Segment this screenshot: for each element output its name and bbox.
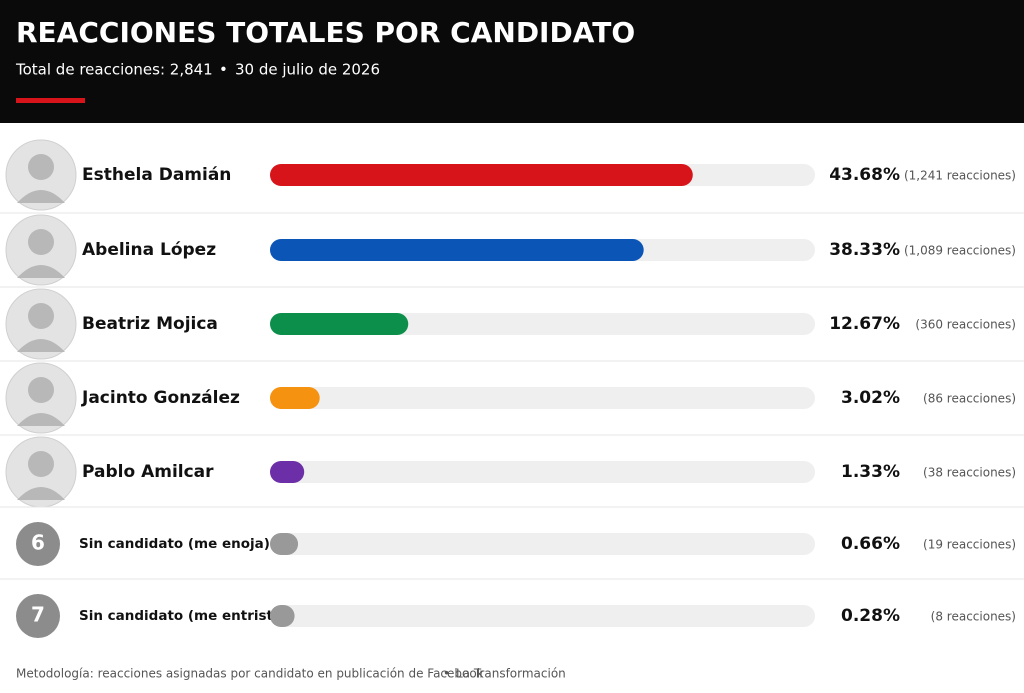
count-label: (8 reacciones) — [931, 610, 1016, 624]
avatar-body — [17, 487, 65, 500]
count-label: (19 reacciones) — [923, 538, 1016, 552]
value-label: 12.67% — [829, 314, 900, 334]
rank-label: 6 — [31, 531, 45, 555]
rank-badge — [16, 522, 60, 566]
bar-track — [270, 533, 815, 555]
value-label: 3.02% — [841, 388, 900, 408]
header-bg — [0, 0, 1024, 123]
category-label: Esthela Damián — [82, 165, 231, 185]
category-label: Beatriz Mojica — [82, 314, 218, 334]
value-label: 38.33% — [829, 240, 900, 260]
separator-dot: • — [219, 61, 228, 79]
count-label: (1,241 reacciones) — [904, 169, 1016, 183]
footer-dot: • — [443, 667, 450, 681]
avatar-head — [28, 377, 54, 403]
value-label: 0.28% — [841, 606, 900, 626]
bar-track — [270, 605, 815, 627]
avatar-body — [17, 265, 65, 278]
category-label: Jacinto González — [81, 388, 240, 408]
bar — [270, 461, 305, 483]
bar — [270, 239, 644, 261]
footer-source: La Transformación — [456, 667, 566, 681]
rank-label: 7 — [31, 603, 45, 627]
count-label: (38 reacciones) — [923, 466, 1016, 480]
subtitle: Total de reacciones: 2,841 — [15, 61, 213, 79]
value-label: 0.66% — [841, 534, 900, 554]
value-label: 43.68% — [829, 165, 900, 185]
footer-note: Metodología: reacciones asignadas por ca… — [16, 667, 484, 681]
category-label: Sin candidato (me entristece) — [79, 608, 305, 624]
bar — [270, 605, 295, 627]
avatar-head — [28, 229, 54, 255]
bar — [270, 387, 320, 409]
bar — [270, 164, 693, 186]
value-label: 1.33% — [841, 462, 900, 482]
count-label: (86 reacciones) — [923, 392, 1016, 406]
avatar-body — [17, 413, 65, 426]
category-label: Pablo Amilcar — [82, 462, 214, 482]
bar — [270, 533, 299, 555]
avatar-head — [28, 451, 54, 477]
category-label: Sin candidato (me enoja) — [79, 536, 270, 552]
avatar-body — [17, 190, 65, 203]
bar-track — [270, 461, 815, 483]
accent-line — [16, 98, 85, 103]
avatar-body — [17, 339, 65, 352]
date: 30 de julio de 2026 — [235, 61, 380, 79]
count-label: (360 reacciones) — [915, 318, 1016, 332]
bar-track — [270, 387, 815, 409]
rank-badge — [16, 594, 60, 638]
avatar-head — [28, 303, 54, 329]
category-label: Abelina López — [82, 240, 216, 260]
chart-title: REACCIONES TOTALES POR CANDIDATO — [16, 16, 635, 49]
bar — [270, 313, 409, 335]
avatar-head — [28, 154, 54, 180]
count-label: (1,089 reacciones) — [904, 244, 1016, 258]
